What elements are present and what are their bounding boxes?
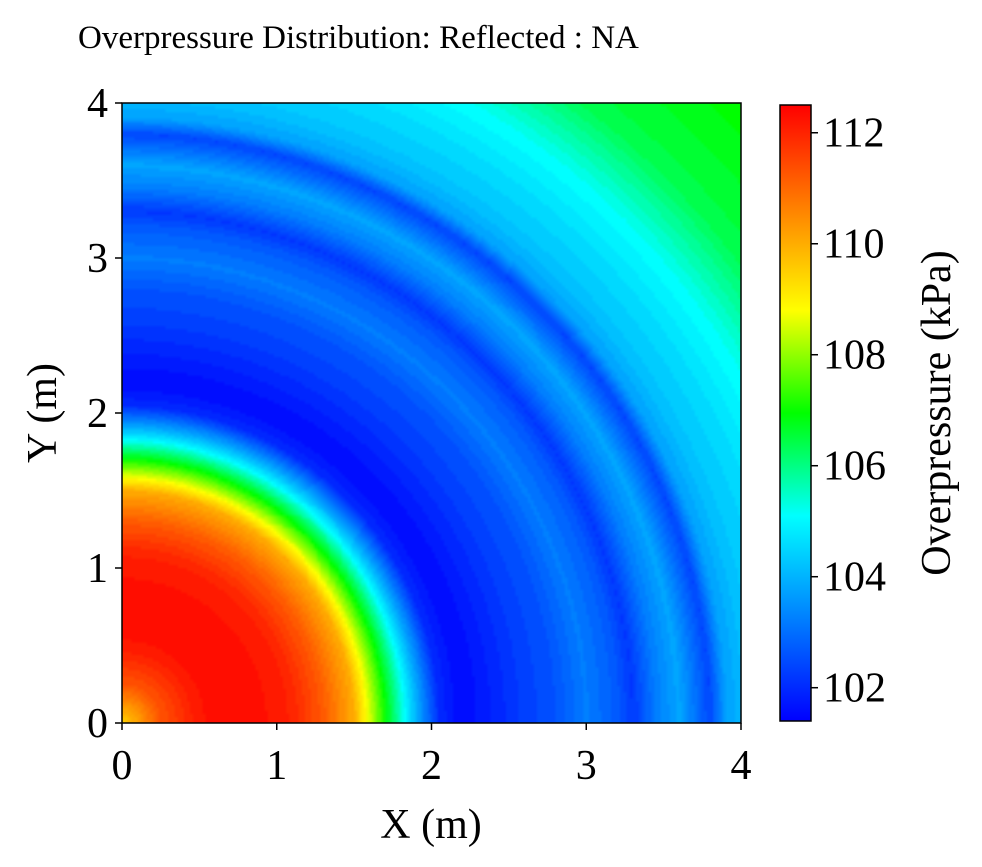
colorbar-tick-label: 106: [823, 444, 886, 490]
colorbar-ticks: 102 104 106 108 110 112: [811, 111, 886, 712]
y-tick-label: 2: [87, 391, 108, 437]
chart-title: Overpressure Distribution: Reflected : N…: [78, 20, 639, 56]
y-tick-label: 4: [87, 81, 108, 127]
colorbar-tick-label: 110: [823, 222, 884, 268]
colorbar: [779, 104, 812, 722]
colorbar-tick-label: 112: [823, 111, 884, 157]
colorbar-tick-label: 108: [823, 333, 886, 379]
heatmap-plot: [122, 103, 741, 723]
y-axis-ticks: 0 1 2 3 4: [87, 81, 122, 747]
y-tick-label: 0: [87, 701, 108, 747]
y-tick-label: 1: [87, 546, 108, 592]
x-axis-label: X (m): [380, 802, 481, 848]
x-tick-label: 4: [731, 743, 752, 789]
x-tick-label: 3: [576, 743, 597, 789]
y-tick-label: 3: [87, 236, 108, 282]
x-axis-ticks: 0 1 2 3 4: [112, 723, 752, 789]
colorbar-tick-label: 102: [823, 666, 886, 712]
x-tick-label: 2: [421, 743, 442, 789]
colorbar-tick-label: 104: [823, 555, 886, 601]
x-tick-label: 1: [266, 743, 287, 789]
y-axis-label: Y (m): [20, 363, 66, 463]
x-tick-label: 0: [112, 743, 133, 789]
colorbar-label: Overpressure (kPa): [914, 250, 960, 575]
